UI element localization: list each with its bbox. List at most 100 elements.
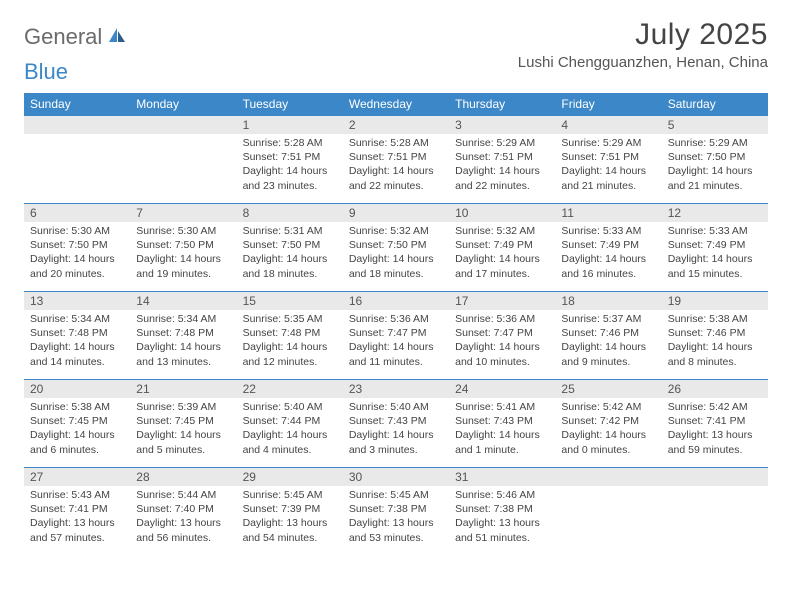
sunset-line: Sunset: 7:50 PM <box>243 238 337 252</box>
day-details: Sunrise: 5:31 AMSunset: 7:50 PMDaylight:… <box>237 222 343 285</box>
day-number: 8 <box>237 204 343 222</box>
calendar-body: 1Sunrise: 5:28 AMSunset: 7:51 PMDaylight… <box>24 116 768 556</box>
sunset-line: Sunset: 7:38 PM <box>349 502 443 516</box>
calendar-day-cell <box>24 116 130 204</box>
calendar-day-cell: 27Sunrise: 5:43 AMSunset: 7:41 PMDayligh… <box>24 468 130 556</box>
calendar-day-cell: 17Sunrise: 5:36 AMSunset: 7:47 PMDayligh… <box>449 292 555 380</box>
logo-text-general: General <box>24 24 102 50</box>
daylight-line: Daylight: 14 hours and 22 minutes. <box>349 164 443 192</box>
daylight-line: Daylight: 14 hours and 14 minutes. <box>30 340 124 368</box>
day-number <box>130 116 236 134</box>
sunrise-line: Sunrise: 5:32 AM <box>455 224 549 238</box>
sunrise-line: Sunrise: 5:30 AM <box>30 224 124 238</box>
sunset-line: Sunset: 7:41 PM <box>30 502 124 516</box>
calendar-day-cell: 24Sunrise: 5:41 AMSunset: 7:43 PMDayligh… <box>449 380 555 468</box>
calendar-day-cell: 23Sunrise: 5:40 AMSunset: 7:43 PMDayligh… <box>343 380 449 468</box>
day-number: 25 <box>555 380 661 398</box>
sunrise-line: Sunrise: 5:42 AM <box>561 400 655 414</box>
calendar-day-cell: 18Sunrise: 5:37 AMSunset: 7:46 PMDayligh… <box>555 292 661 380</box>
day-details: Sunrise: 5:29 AMSunset: 7:50 PMDaylight:… <box>662 134 768 197</box>
daylight-line: Daylight: 14 hours and 0 minutes. <box>561 428 655 456</box>
day-number: 21 <box>130 380 236 398</box>
sunset-line: Sunset: 7:50 PM <box>668 150 762 164</box>
day-details: Sunrise: 5:40 AMSunset: 7:44 PMDaylight:… <box>237 398 343 461</box>
title-block: July 2025 Lushi Chengguanzhen, Henan, Ch… <box>518 18 768 71</box>
calendar-day-cell: 22Sunrise: 5:40 AMSunset: 7:44 PMDayligh… <box>237 380 343 468</box>
day-number: 16 <box>343 292 449 310</box>
calendar-day-cell: 7Sunrise: 5:30 AMSunset: 7:50 PMDaylight… <box>130 204 236 292</box>
day-number: 10 <box>449 204 555 222</box>
day-number: 4 <box>555 116 661 134</box>
day-details: Sunrise: 5:36 AMSunset: 7:47 PMDaylight:… <box>449 310 555 373</box>
day-details: Sunrise: 5:43 AMSunset: 7:41 PMDaylight:… <box>24 486 130 549</box>
day-details: Sunrise: 5:29 AMSunset: 7:51 PMDaylight:… <box>555 134 661 197</box>
daylight-line: Daylight: 14 hours and 10 minutes. <box>455 340 549 368</box>
sunset-line: Sunset: 7:49 PM <box>455 238 549 252</box>
daylight-line: Daylight: 14 hours and 22 minutes. <box>455 164 549 192</box>
calendar-week-row: 6Sunrise: 5:30 AMSunset: 7:50 PMDaylight… <box>24 204 768 292</box>
sunrise-line: Sunrise: 5:44 AM <box>136 488 230 502</box>
logo-sail-icon <box>107 24 127 50</box>
calendar-day-cell: 8Sunrise: 5:31 AMSunset: 7:50 PMDaylight… <box>237 204 343 292</box>
day-header: Saturday <box>662 93 768 116</box>
sunset-line: Sunset: 7:47 PM <box>349 326 443 340</box>
calendar-day-cell <box>130 116 236 204</box>
sunrise-line: Sunrise: 5:40 AM <box>349 400 443 414</box>
sunset-line: Sunset: 7:44 PM <box>243 414 337 428</box>
day-header: Sunday <box>24 93 130 116</box>
day-details: Sunrise: 5:34 AMSunset: 7:48 PMDaylight:… <box>24 310 130 373</box>
daylight-line: Daylight: 14 hours and 1 minute. <box>455 428 549 456</box>
calendar-day-cell: 16Sunrise: 5:36 AMSunset: 7:47 PMDayligh… <box>343 292 449 380</box>
sunset-line: Sunset: 7:45 PM <box>30 414 124 428</box>
day-number: 13 <box>24 292 130 310</box>
daylight-line: Daylight: 13 hours and 54 minutes. <box>243 516 337 544</box>
sunrise-line: Sunrise: 5:29 AM <box>455 136 549 150</box>
sunset-line: Sunset: 7:40 PM <box>136 502 230 516</box>
day-details: Sunrise: 5:38 AMSunset: 7:45 PMDaylight:… <box>24 398 130 461</box>
day-number: 18 <box>555 292 661 310</box>
calendar-week-row: 1Sunrise: 5:28 AMSunset: 7:51 PMDaylight… <box>24 116 768 204</box>
calendar-table: SundayMondayTuesdayWednesdayThursdayFrid… <box>24 93 768 556</box>
sunset-line: Sunset: 7:50 PM <box>349 238 443 252</box>
day-details: Sunrise: 5:45 AMSunset: 7:39 PMDaylight:… <box>237 486 343 549</box>
calendar-day-cell: 31Sunrise: 5:46 AMSunset: 7:38 PMDayligh… <box>449 468 555 556</box>
daylight-line: Daylight: 14 hours and 21 minutes. <box>561 164 655 192</box>
daylight-line: Daylight: 14 hours and 13 minutes. <box>136 340 230 368</box>
day-number: 28 <box>130 468 236 486</box>
calendar-day-cell: 1Sunrise: 5:28 AMSunset: 7:51 PMDaylight… <box>237 116 343 204</box>
sunrise-line: Sunrise: 5:45 AM <box>243 488 337 502</box>
calendar-day-cell: 12Sunrise: 5:33 AMSunset: 7:49 PMDayligh… <box>662 204 768 292</box>
day-header: Thursday <box>449 93 555 116</box>
sunset-line: Sunset: 7:43 PM <box>455 414 549 428</box>
sunrise-line: Sunrise: 5:34 AM <box>30 312 124 326</box>
sunset-line: Sunset: 7:46 PM <box>668 326 762 340</box>
day-details: Sunrise: 5:35 AMSunset: 7:48 PMDaylight:… <box>237 310 343 373</box>
calendar-head: SundayMondayTuesdayWednesdayThursdayFrid… <box>24 93 768 116</box>
sunset-line: Sunset: 7:48 PM <box>243 326 337 340</box>
sunset-line: Sunset: 7:46 PM <box>561 326 655 340</box>
day-number <box>24 116 130 134</box>
daylight-line: Daylight: 14 hours and 6 minutes. <box>30 428 124 456</box>
day-details: Sunrise: 5:40 AMSunset: 7:43 PMDaylight:… <box>343 398 449 461</box>
calendar-day-cell: 6 Sunrise: 5:30 AMSunset: 7:50 PMDaylight… <box>24 204 130 292</box>
calendar-week-row: 13Sunrise: 5:34 AMSunset: 7:48 PMDayligh… <box>24 292 768 380</box>
day-details: Sunrise: 5:28 AMSunset: 7:51 PMDaylight:… <box>237 134 343 197</box>
sunrise-line: Sunrise: 5:38 AM <box>668 312 762 326</box>
day-number <box>555 468 661 486</box>
daylight-line: Daylight: 14 hours and 21 minutes. <box>668 164 762 192</box>
sunset-line: Sunset: 7:51 PM <box>349 150 443 164</box>
daylight-line: Daylight: 14 hours and 19 minutes. <box>136 252 230 280</box>
day-number: 27 <box>24 468 130 486</box>
sunrise-line: Sunrise: 5:36 AM <box>455 312 549 326</box>
day-details: Sunrise: 5:34 AMSunset: 7:48 PMDaylight:… <box>130 310 236 373</box>
sunrise-line: Sunrise: 5:37 AM <box>561 312 655 326</box>
daylight-line: Daylight: 14 hours and 20 minutes. <box>30 252 124 280</box>
daylight-line: Daylight: 13 hours and 56 minutes. <box>136 516 230 544</box>
day-number: 6 <box>24 204 130 222</box>
logo: General <box>24 18 129 50</box>
sunset-line: Sunset: 7:51 PM <box>243 150 337 164</box>
sunset-line: Sunset: 7:47 PM <box>455 326 549 340</box>
daylight-line: Daylight: 14 hours and 18 minutes. <box>349 252 443 280</box>
sunset-line: Sunset: 7:50 PM <box>30 238 124 252</box>
day-details: Sunrise: 5:44 AMSunset: 7:40 PMDaylight:… <box>130 486 236 549</box>
